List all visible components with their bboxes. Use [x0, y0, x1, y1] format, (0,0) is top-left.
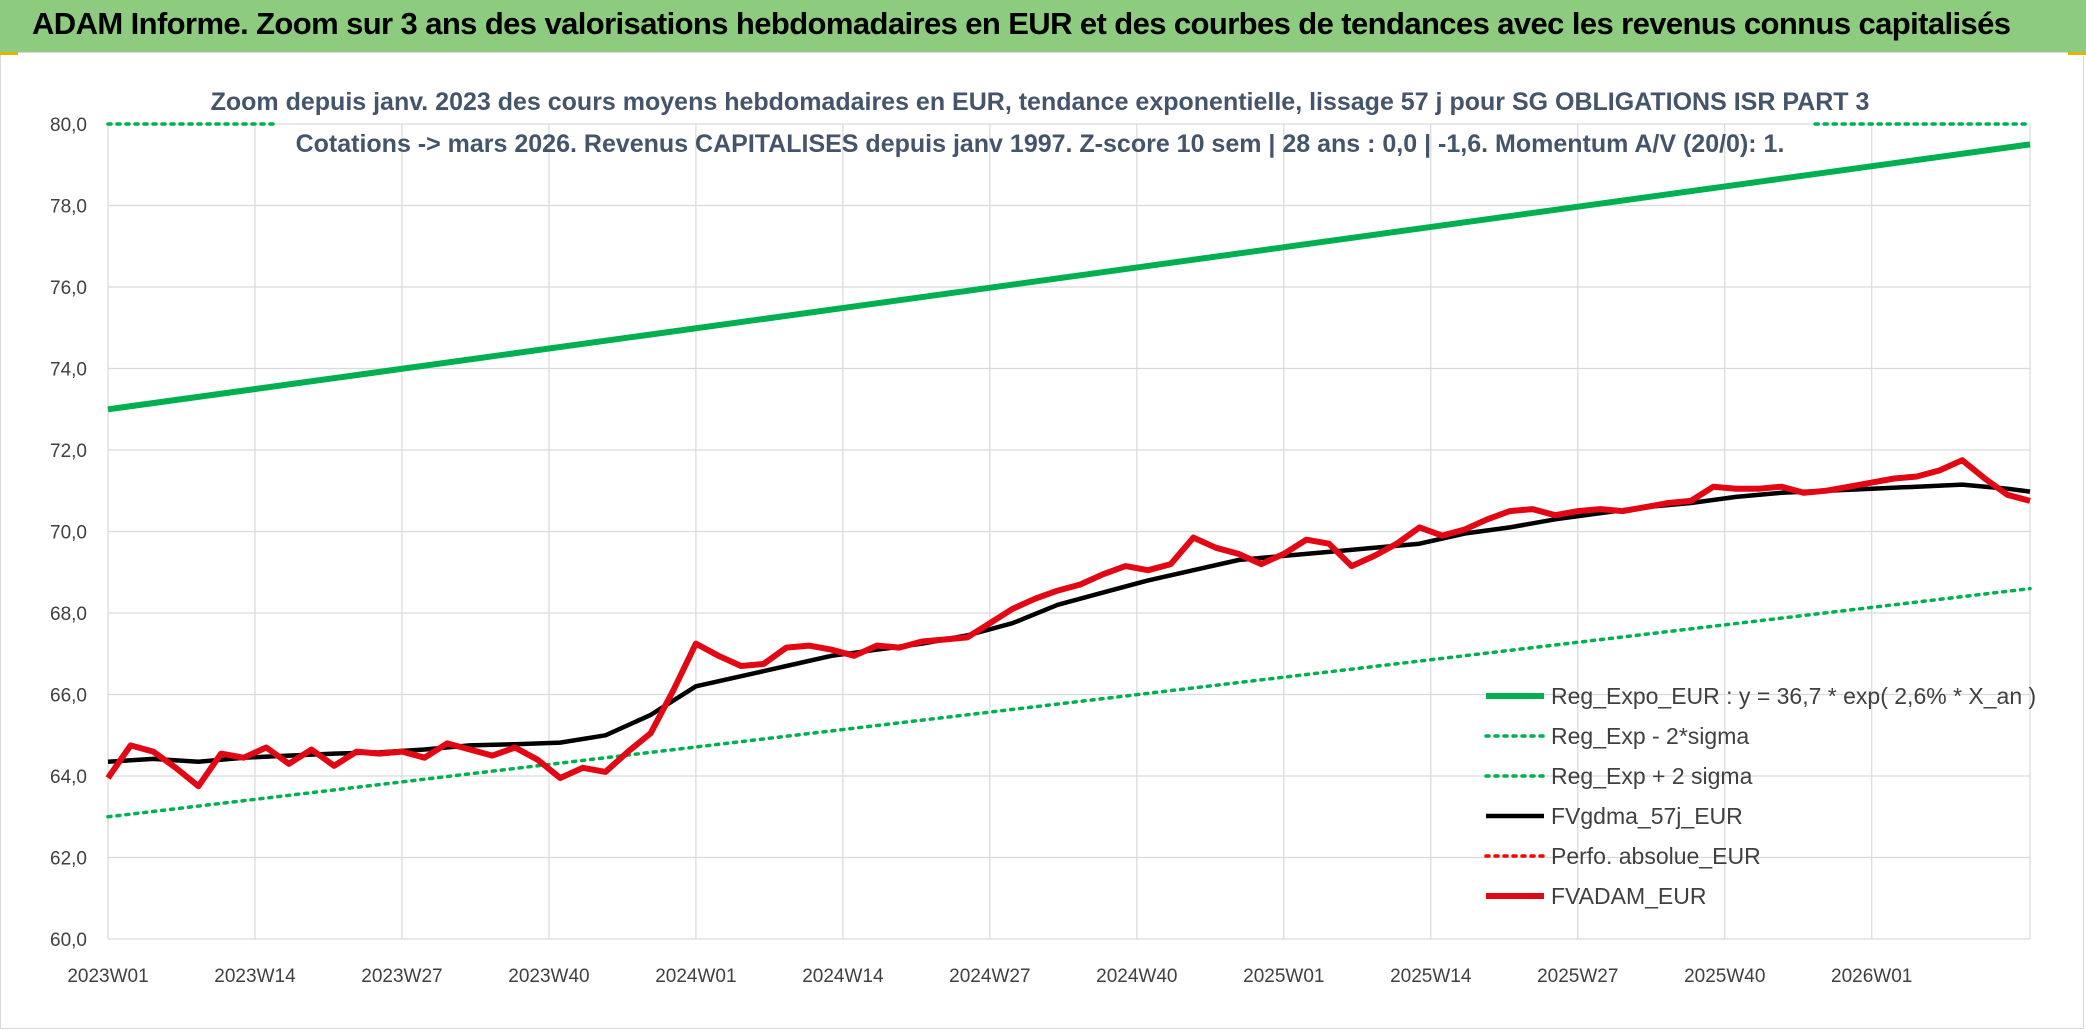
legend-label: Perfo. absolue_EUR [1551, 843, 1761, 869]
chart-subtitle-line-2: Cotations -> mars 2026. Revenus CAPITALI… [296, 130, 1785, 158]
y-axis-tick-labels: 60,0 62,0 64,0 66,0 68,0 70,0 72,0 74,0 76,0 78,0… [50, 115, 87, 951]
y-tick-label: 80,0 [50, 115, 87, 136]
legend-label: FVADAM_EUR [1551, 883, 1707, 909]
y-tick-label: 66,0 [50, 686, 87, 707]
y-tick-label: 70,0 [50, 523, 87, 544]
y-tick-label: 76,0 [50, 278, 87, 299]
x-tick-label: 2025W01 [1243, 966, 1324, 987]
series-line-6 [105, 457, 2031, 790]
x-tick-label: 2023W14 [214, 966, 296, 987]
x-tick-label: 2025W14 [1390, 966, 1472, 987]
series-line-4 [107, 482, 2031, 764]
y-tick-label: 68,0 [50, 604, 87, 625]
x-tick-label: 2024W27 [949, 966, 1030, 987]
series-lines [105, 122, 2032, 819]
grid-lines [107, 123, 2031, 940]
x-axis-tick-labels: 2023W01 2023W14 2023W27 2023W40 2024W01 2024W… [67, 966, 1912, 987]
chart-legend: Reg_Expo_EUR : y = 36,7 * exp( 2,6% * X_… [1484, 683, 2036, 909]
x-tick-label: 2024W40 [1096, 966, 1177, 987]
x-tick-label: 2025W27 [1537, 966, 1618, 987]
legend-label: Reg_Exp - 2*sigma [1551, 723, 1749, 749]
x-tick-label: 2025W40 [1684, 966, 1765, 987]
series-line-2 [106, 586, 2032, 819]
y-tick-label: 64,0 [50, 767, 87, 788]
legend-label: FVgdma_57j_EUR [1551, 803, 1743, 829]
y-tick-label: 60,0 [50, 930, 87, 951]
x-tick-label: 2026W01 [1831, 966, 1912, 987]
frame-corner-mark-left [0, 52, 18, 55]
legend-label: Reg_Expo_EUR : y = 36,7 * exp( 2,6% * X_… [1551, 683, 2036, 709]
chart-subtitle-line-1: Zoom depuis janv. 2023 des cours moyens … [211, 88, 1870, 116]
x-tick-label: 2023W40 [508, 966, 589, 987]
x-tick-label: 2023W27 [361, 966, 442, 987]
series-line-1 [107, 141, 2031, 413]
y-tick-label: 72,0 [50, 441, 87, 462]
chart-frame [0, 52, 2084, 1029]
y-tick-label: 78,0 [50, 197, 87, 218]
y-tick-label: 74,0 [50, 360, 87, 381]
report-header: ADAM Informe. Zoom sur 3 ans des valoris… [0, 0, 2086, 52]
report-title: ADAM Informe. Zoom sur 3 ans des valoris… [32, 6, 2011, 41]
legend-label: Reg_Exp + 2 sigma [1551, 763, 1753, 789]
x-tick-label: 2023W01 [67, 966, 148, 987]
x-tick-label: 2024W14 [802, 966, 884, 987]
x-tick-label: 2024W01 [655, 966, 736, 987]
frame-corner-mark-right [2068, 52, 2086, 55]
y-tick-label: 62,0 [50, 849, 87, 870]
